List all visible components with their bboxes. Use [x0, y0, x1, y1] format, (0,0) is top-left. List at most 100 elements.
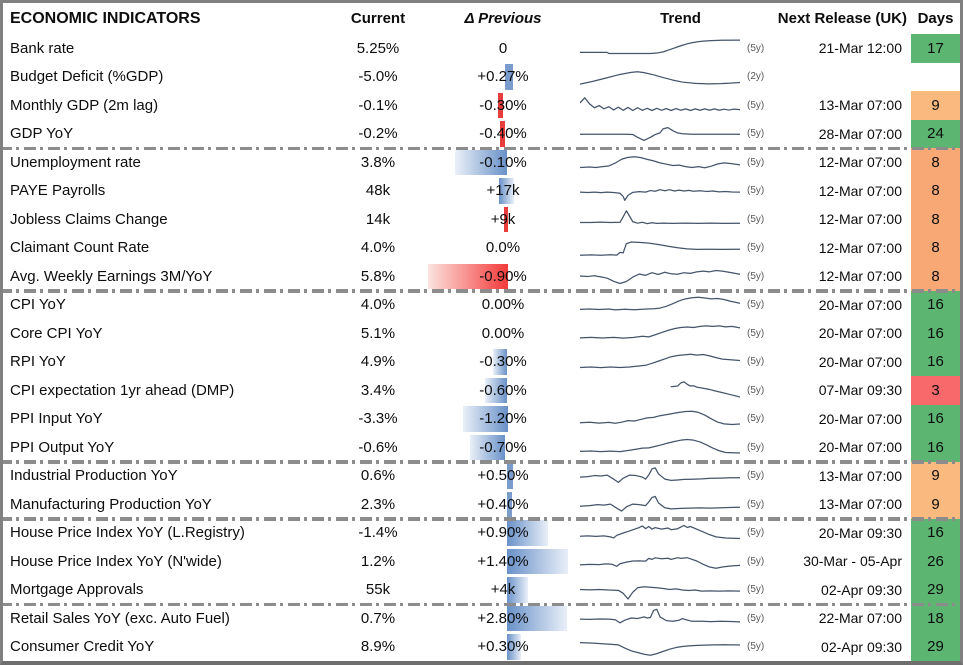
indicator-label: PAYE Payrolls [10, 182, 106, 200]
indicator-label: Consumer Credit YoY [10, 638, 155, 656]
next-release-value: 13-Mar 07:00 [818, 467, 902, 484]
days-badge: 18 [911, 604, 960, 633]
next-release-value: 12-Mar 07:00 [818, 182, 902, 199]
next-release-value: 20-Mar 07:00 [818, 410, 902, 427]
delta-data-bar [493, 349, 507, 375]
indicator-label: RPI YoY [10, 353, 66, 371]
days-value: 9 [931, 495, 940, 513]
table-row: Manufacturing Production YoY 2.3% +0.40%… [3, 490, 960, 520]
delta-data-bar [504, 206, 508, 232]
days-value: 18 [927, 609, 944, 627]
trend-sparkline [580, 607, 740, 629]
days-badge [911, 63, 960, 92]
next-release-value: 12-Mar 07:00 [818, 211, 902, 228]
trend-period-label: (5y) [747, 413, 765, 425]
current-value: 0.6% [360, 467, 396, 485]
next-release-value: 13-Mar 07:00 [818, 496, 902, 513]
header-delta-previous: Δ Previous [464, 10, 542, 27]
table-row: Bank rate 5.25% 0 (5y) 21-Mar 12:00 17 [3, 34, 960, 63]
delta-value: 0.0% [485, 239, 521, 257]
current-value: 1.2% [360, 552, 396, 570]
indicator-label: Monthly GDP (2m lag) [10, 96, 159, 114]
days-value: 8 [931, 182, 940, 200]
trend-sparkline [580, 322, 740, 344]
current-value: -1.4% [358, 524, 398, 542]
delta-value: +0.30% [477, 638, 529, 656]
indicator-label: Mortgage Approvals [10, 581, 144, 599]
table-row: GDP YoY -0.2% -0.40% (5y) 28-Mar 07:00 2… [3, 119, 960, 150]
days-badge: 16 [911, 518, 960, 547]
trend-period-label: (5y) [747, 498, 765, 510]
delta-data-bar [470, 434, 505, 460]
table-row: CPI expectation 1yr ahead (DMP) 3.4% -0.… [3, 376, 960, 405]
days-badge: 16 [911, 347, 960, 376]
delta-value: -0.30% [479, 96, 527, 114]
next-release-value: 20-Mar 07:00 [818, 296, 902, 313]
days-value: 16 [927, 324, 944, 342]
trend-period-label: (5y) [747, 470, 765, 482]
indicator-label: House Price Index YoY (N'wide) [10, 552, 222, 570]
days-badge: 26 [911, 547, 960, 576]
days-badge: 16 [911, 319, 960, 348]
trend-sparkline [580, 522, 740, 544]
table-row: Industrial Production YoY 0.6% +0.50% (5… [3, 461, 960, 490]
days-badge: 29 [911, 632, 960, 661]
trend-sparkline [580, 180, 740, 202]
trend-sparkline [580, 550, 740, 572]
next-release-value: 20-Mar 07:00 [818, 439, 902, 456]
delta-value: +1.40% [477, 552, 529, 570]
trend-period-label: (5y) [747, 384, 765, 396]
table-row: Unemployment rate 3.8% -0.10% (5y) 12-Ma… [3, 148, 960, 177]
table-row: Avg. Weekly Earnings 3M/YoY 5.8% -0.90% … [3, 262, 960, 292]
days-value: 8 [931, 153, 940, 171]
trend-period-label: (5y) [747, 270, 765, 282]
header-next-release: Next Release (UK) [777, 10, 907, 27]
indicator-label: House Price Index YoY (L.Registry) [10, 524, 245, 542]
days-value: 29 [927, 581, 944, 599]
next-release-value: 28-Mar 07:00 [818, 125, 902, 142]
days-value: 16 [927, 296, 944, 314]
days-badge: 29 [911, 575, 960, 604]
days-badge: 9 [911, 490, 960, 519]
next-release-value: 02-Apr 09:30 [821, 581, 902, 598]
table-row: PPI Output YoY -0.6% -0.70% (5y) 20-Mar … [3, 433, 960, 463]
next-release-value: 22-Mar 07:00 [818, 610, 902, 627]
indicator-label: Bank rate [10, 39, 75, 57]
delta-data-bar [505, 64, 513, 90]
indicator-label: CPI YoY [10, 296, 66, 314]
trend-sparkline [580, 351, 740, 373]
next-release-value: 21-Mar 12:00 [818, 40, 902, 57]
trend-sparkline [580, 265, 740, 287]
current-value: 8.9% [360, 638, 396, 656]
next-release-value: 07-Mar 09:30 [818, 382, 902, 399]
next-release-value [783, 63, 911, 92]
trend-period-label: (5y) [747, 555, 765, 567]
trend-sparkline [580, 379, 740, 401]
delta-data-bar [507, 548, 568, 574]
days-value: 16 [927, 353, 944, 371]
delta-data-bar [507, 605, 567, 631]
delta-data-bar [455, 149, 507, 175]
delta-data-bar [498, 92, 503, 118]
trend-period-label: (5y) [747, 356, 765, 368]
indicator-label: CPI expectation 1yr ahead (DMP) [10, 381, 235, 399]
current-value: 4.9% [360, 353, 396, 371]
current-value: 2.3% [360, 495, 396, 513]
days-value: 3 [931, 381, 940, 399]
trend-period-label: (5y) [747, 584, 765, 596]
indicator-label: Industrial Production YoY [10, 467, 178, 485]
table-row: House Price Index YoY (L.Registry) -1.4%… [3, 518, 960, 547]
header-current: Current [350, 10, 406, 27]
trend-period-label: (5y) [747, 99, 765, 111]
trend-period-label: (5y) [747, 527, 765, 539]
indicator-label: PPI Input YoY [10, 410, 103, 428]
delta-value: 0.00% [481, 296, 525, 314]
indicator-label: Core CPI YoY [10, 324, 103, 342]
days-value: 16 [927, 524, 944, 542]
delta-data-bar [485, 377, 507, 403]
days-badge: 8 [911, 148, 960, 177]
current-value: 55k [365, 581, 391, 599]
delta-value: +9k [490, 210, 516, 228]
trend-sparkline [580, 408, 740, 430]
days-value: 26 [927, 552, 944, 570]
